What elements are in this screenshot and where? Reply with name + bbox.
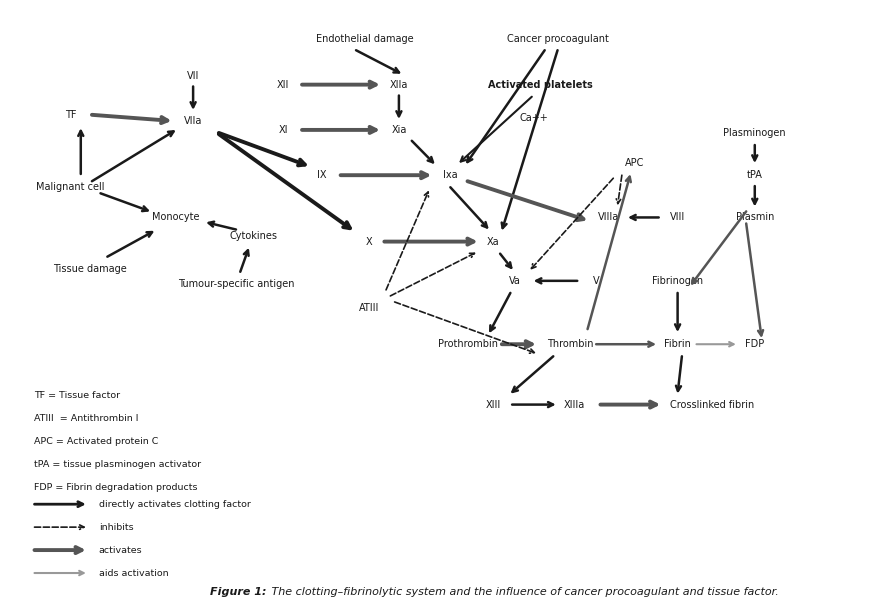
Text: V: V	[593, 276, 599, 286]
Text: Cytokines: Cytokines	[229, 230, 277, 241]
Text: Thrombin: Thrombin	[547, 339, 593, 349]
Text: Ixa: Ixa	[443, 170, 458, 180]
Text: IX: IX	[317, 170, 326, 180]
Text: Ca++: Ca++	[519, 113, 548, 123]
Text: Xia: Xia	[391, 125, 407, 135]
Text: VIIIa: VIIIa	[598, 213, 619, 222]
Text: Va: Va	[508, 276, 521, 286]
Text: Endothelial damage: Endothelial damage	[316, 34, 413, 44]
Text: Cancer procoagulant: Cancer procoagulant	[507, 34, 608, 44]
Text: FDP: FDP	[746, 339, 765, 349]
Text: Plasminogen: Plasminogen	[724, 128, 786, 138]
Text: Monocyte: Monocyte	[152, 213, 200, 222]
Text: TF = Tissue factor: TF = Tissue factor	[34, 391, 121, 400]
Text: ATIII  = Antithrombin I: ATIII = Antithrombin I	[34, 414, 139, 423]
Text: XIII: XIII	[486, 400, 500, 410]
Text: Crosslinked fibrin: Crosslinked fibrin	[669, 400, 754, 410]
Text: tPA: tPA	[747, 170, 763, 180]
Text: VIIa: VIIa	[184, 116, 202, 126]
Text: XIIIa: XIIIa	[564, 400, 585, 410]
Text: APC = Activated protein C: APC = Activated protein C	[34, 437, 159, 446]
Text: TF: TF	[65, 110, 76, 120]
Text: Activated platelets: Activated platelets	[488, 79, 592, 90]
Text: activates: activates	[99, 546, 143, 554]
Text: Tissue damage: Tissue damage	[53, 264, 127, 274]
Text: inhibits: inhibits	[99, 522, 133, 532]
Text: APC: APC	[625, 158, 644, 168]
Text: VIII: VIII	[670, 213, 685, 222]
Text: X: X	[366, 237, 372, 246]
Text: XII: XII	[277, 79, 290, 90]
Text: Xa: Xa	[487, 237, 500, 246]
Text: Fibrin: Fibrin	[664, 339, 691, 349]
Text: FDP = Fibrin degradation products: FDP = Fibrin degradation products	[34, 483, 198, 492]
Text: Malignant cell: Malignant cell	[36, 182, 105, 192]
Text: VII: VII	[187, 71, 200, 81]
Text: ATIII: ATIII	[359, 303, 379, 313]
Text: XI: XI	[278, 125, 288, 135]
Text: XIIa: XIIa	[389, 79, 408, 90]
Text: The clotting–fibrinolytic system and the influence of cancer procoagulant and ti: The clotting–fibrinolytic system and the…	[268, 586, 779, 596]
Text: aids activation: aids activation	[99, 569, 168, 578]
Text: Tumour-specific antigen: Tumour-specific antigen	[178, 279, 294, 289]
Text: directly activates clotting factor: directly activates clotting factor	[99, 500, 250, 509]
Text: Prothrombin: Prothrombin	[438, 339, 498, 349]
Text: Figure 1:: Figure 1:	[209, 586, 266, 596]
Text: Fibrinogen: Fibrinogen	[652, 276, 704, 286]
Text: tPA = tissue plasminogen activator: tPA = tissue plasminogen activator	[34, 460, 201, 469]
Text: Plasmin: Plasmin	[736, 213, 774, 222]
